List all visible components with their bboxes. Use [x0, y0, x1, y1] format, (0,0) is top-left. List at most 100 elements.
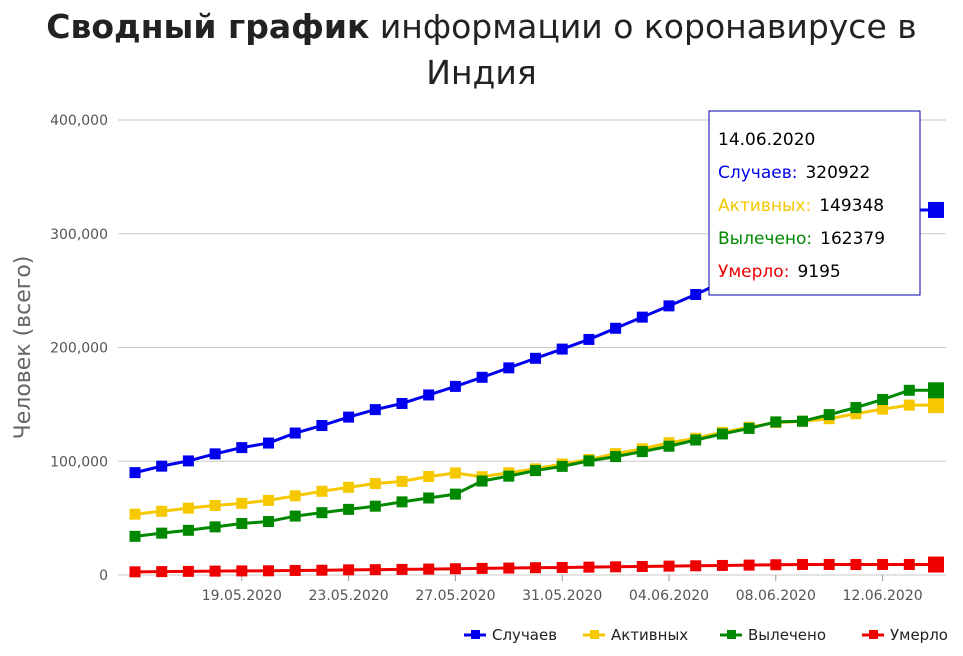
data-point[interactable] [690, 560, 702, 572]
data-point[interactable] [369, 500, 381, 512]
data-point[interactable] [797, 559, 808, 571]
data-point[interactable] [156, 527, 168, 539]
data-point[interactable] [928, 556, 944, 573]
legend-item[interactable]: Активных [583, 626, 688, 644]
data-point[interactable] [743, 559, 755, 571]
data-point[interactable] [823, 559, 835, 571]
data-point[interactable] [289, 564, 301, 576]
data-point[interactable] [343, 481, 355, 493]
data-point[interactable] [263, 494, 274, 506]
data-point[interactable] [530, 562, 541, 574]
data-point[interactable] [156, 460, 168, 472]
data-point[interactable] [289, 490, 301, 502]
data-point[interactable] [716, 559, 728, 571]
data-point[interactable] [476, 562, 488, 574]
data-point[interactable] [903, 559, 915, 571]
data-point[interactable] [556, 343, 568, 355]
legend-item[interactable]: Вылечено [720, 626, 826, 644]
data-point[interactable] [770, 416, 782, 428]
data-point[interactable] [129, 467, 141, 479]
data-point[interactable] [289, 427, 301, 439]
data-point[interactable] [716, 428, 728, 440]
data-point[interactable] [503, 562, 515, 574]
data-point[interactable] [369, 564, 381, 576]
data-point[interactable] [928, 397, 944, 414]
data-point[interactable] [289, 510, 301, 522]
data-point[interactable] [690, 434, 702, 446]
data-point[interactable] [928, 201, 944, 218]
data-point[interactable] [663, 300, 675, 312]
data-point[interactable] [263, 565, 274, 577]
data-point[interactable] [583, 333, 595, 345]
data-point[interactable] [423, 389, 435, 401]
data-point[interactable] [209, 499, 221, 511]
data-point[interactable] [423, 470, 435, 482]
data-point[interactable] [823, 409, 835, 421]
data-point[interactable] [209, 521, 221, 533]
data-point[interactable] [636, 311, 648, 323]
data-point[interactable] [476, 475, 488, 487]
data-point[interactable] [877, 393, 889, 405]
data-point[interactable] [236, 442, 248, 454]
data-point[interactable] [610, 451, 622, 463]
data-point[interactable] [636, 560, 648, 572]
data-point[interactable] [583, 455, 595, 467]
data-point[interactable] [449, 380, 461, 392]
data-point[interactable] [396, 496, 408, 508]
data-point[interactable] [369, 404, 381, 416]
data-point[interactable] [423, 492, 435, 504]
data-point[interactable] [743, 422, 755, 434]
data-point[interactable] [449, 467, 461, 479]
data-point[interactable] [316, 507, 328, 519]
legend-item[interactable]: Случаев [464, 626, 557, 644]
data-point[interactable] [449, 488, 461, 500]
data-point[interactable] [877, 403, 889, 415]
data-point[interactable] [316, 564, 328, 576]
data-point[interactable] [928, 382, 944, 399]
data-point[interactable] [263, 516, 274, 528]
data-point[interactable] [503, 470, 515, 482]
data-point[interactable] [343, 503, 355, 515]
legend[interactable]: Случаев Активных Вылечено Умерло [464, 626, 948, 644]
legend-item[interactable]: Умерло [862, 626, 948, 644]
data-point[interactable] [316, 485, 328, 497]
data-point[interactable] [209, 448, 221, 460]
data-point[interactable] [903, 384, 915, 396]
data-point[interactable] [556, 460, 568, 472]
data-point[interactable] [129, 508, 141, 520]
data-point[interactable] [236, 497, 248, 509]
data-point[interactable] [129, 530, 141, 542]
data-point[interactable] [396, 475, 408, 487]
data-point[interactable] [182, 455, 194, 467]
data-point[interactable] [850, 408, 862, 420]
data-point[interactable] [423, 563, 435, 575]
data-point[interactable] [583, 561, 595, 573]
data-point[interactable] [476, 371, 488, 383]
data-point[interactable] [556, 561, 568, 573]
data-point[interactable] [343, 564, 355, 576]
data-point[interactable] [156, 505, 168, 517]
data-point[interactable] [797, 415, 808, 427]
data-point[interactable] [263, 437, 274, 449]
data-point[interactable] [610, 322, 622, 334]
data-point[interactable] [182, 524, 194, 536]
data-point[interactable] [236, 517, 248, 529]
data-point[interactable] [530, 352, 541, 364]
data-point[interactable] [636, 446, 648, 458]
data-point[interactable] [877, 559, 889, 571]
data-point[interactable] [156, 566, 168, 578]
data-point[interactable] [903, 399, 915, 411]
data-point[interactable] [850, 402, 862, 414]
data-point[interactable] [182, 502, 194, 514]
data-point[interactable] [396, 397, 408, 409]
data-point[interactable] [850, 559, 862, 571]
data-point[interactable] [449, 563, 461, 575]
data-point[interactable] [129, 566, 141, 578]
data-point[interactable] [369, 478, 381, 490]
data-point[interactable] [610, 561, 622, 573]
data-point[interactable] [770, 559, 782, 571]
data-point[interactable] [530, 465, 541, 477]
data-point[interactable] [663, 560, 675, 572]
data-point[interactable] [343, 411, 355, 423]
data-point[interactable] [316, 420, 328, 432]
